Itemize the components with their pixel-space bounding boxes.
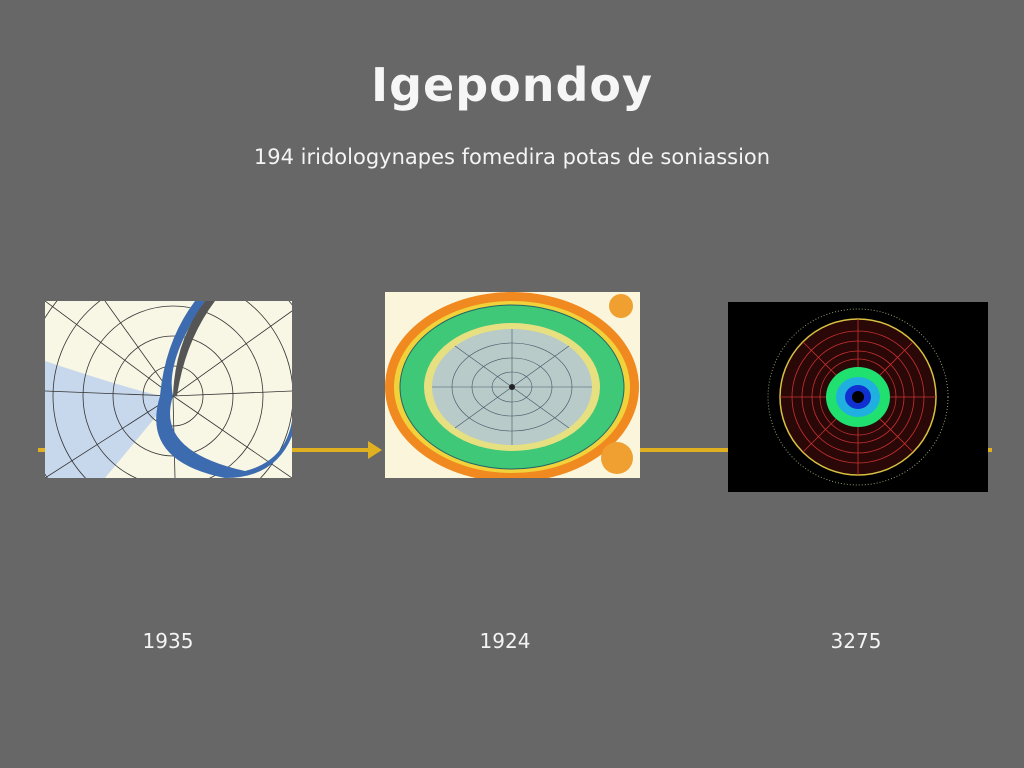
timeline-label-1: 1935 xyxy=(142,629,194,653)
timeline-line-2 xyxy=(640,448,730,452)
page-title: Igepondoy xyxy=(370,58,654,112)
timeline-label-3: 3275 xyxy=(830,629,882,653)
timeline-label-2: 1924 xyxy=(479,629,531,653)
timeline-image-3 xyxy=(728,302,988,492)
arrow-right-icon xyxy=(368,441,382,459)
timeline-image-1 xyxy=(45,301,292,478)
timeline-line-3 xyxy=(988,448,992,452)
page-subtitle: 194 iridologynapes fomedira potas de son… xyxy=(253,145,771,169)
timeline-image-2 xyxy=(385,292,640,478)
